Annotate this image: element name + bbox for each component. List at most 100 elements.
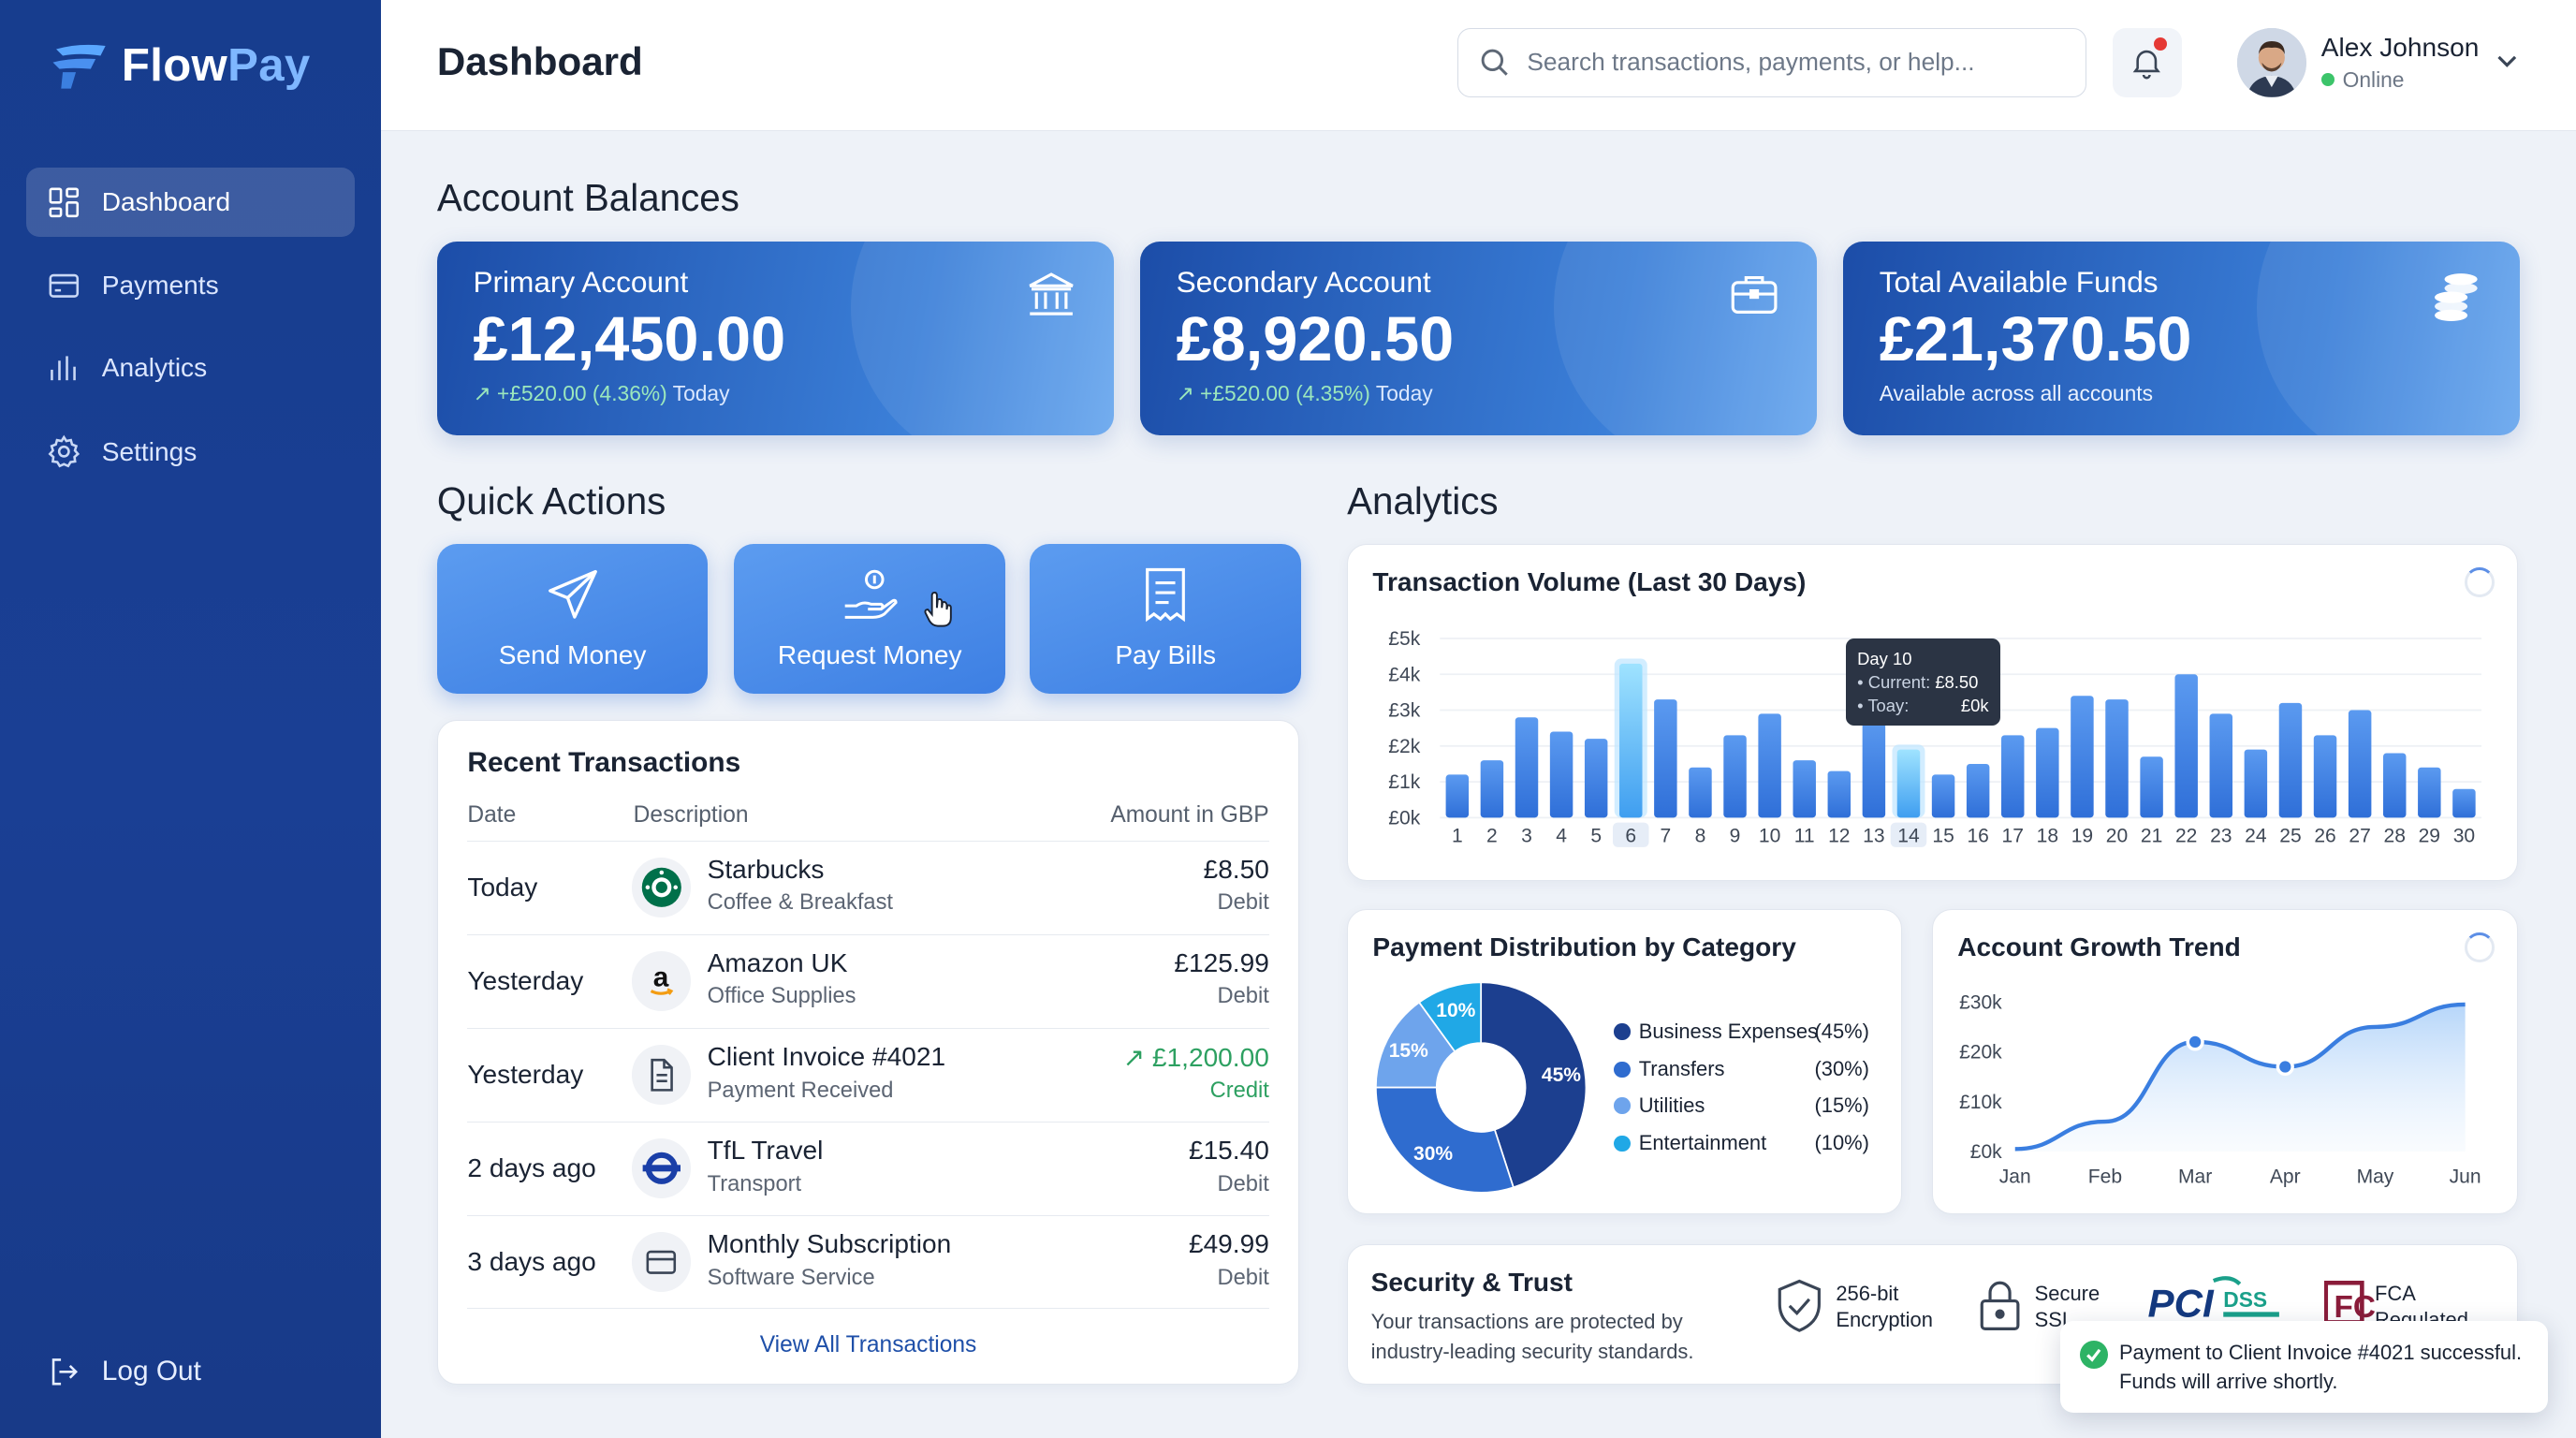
transaction-volume-chart: £0k£1k£2k£3k£4k£5k1 2 3 4 5 6 7 8 9 10 11 12 13 14 15 1… — [1388, 628, 2482, 847]
badge-line2: Regulated — [2374, 1308, 2468, 1324]
sidebar-item-payments[interactable]: Payments — [26, 252, 355, 321]
column-header-description: Description — [633, 802, 749, 829]
slice-label: 10% — [1436, 999, 1475, 1020]
card-amount: £8,920.50 — [1176, 304, 1455, 374]
row-amount: £8.50 — [1203, 854, 1269, 884]
pay-bills-button[interactable]: Pay Bills — [1030, 543, 1301, 694]
badge-line1: 256-bit — [1836, 1282, 1899, 1306]
briefcase-icon — [1731, 276, 1778, 315]
success-toast[interactable]: Payment to Client Invoice #4021 successf… — [2059, 1321, 2548, 1414]
change-value: +£520.00 (4.36%) — [496, 381, 667, 406]
chevron-down-icon[interactable] — [2496, 50, 2519, 73]
bar — [2071, 696, 2094, 818]
badge-encryption: 256-bit Encryption — [1836, 1281, 1933, 1333]
document-icon — [631, 1045, 692, 1105]
search-input[interactable]: Search transactions, payments, or help..… — [1456, 27, 2086, 97]
table-row[interactable]: 2 days ago TfL Travel Transport £15.40 D… — [467, 1121, 1269, 1215]
table-row[interactable]: 3 days ago Monthly Subscription Software… — [467, 1214, 1269, 1309]
x-tick-label: 14 — [1897, 826, 1920, 847]
legend-swatch — [1614, 1023, 1631, 1040]
user-name[interactable]: Alex Johnson — [2320, 33, 2480, 63]
sidebar-item-label: Payments — [101, 271, 219, 301]
user-status: Online — [2320, 67, 2405, 93]
bar — [2348, 710, 2372, 818]
x-tick-highlight — [1890, 822, 1927, 847]
change-value: +£520.00 (4.35%) — [1200, 381, 1370, 406]
button-label: Pay Bills — [1115, 640, 1216, 670]
x-tick-label: 2 — [1486, 826, 1498, 847]
loading-spinner-icon — [2465, 932, 2495, 962]
tooltip-current-label: Current: — [1867, 672, 1931, 692]
bar — [2036, 727, 2059, 818]
card-decoration — [851, 241, 1114, 436]
legend-pct: (45%) — [1814, 1020, 1869, 1044]
brand-name: FlowPay — [122, 39, 311, 92]
y-tick-label: £1k — [1388, 771, 1420, 793]
slice-label: 30% — [1413, 1142, 1453, 1164]
row-date: Yesterday — [467, 966, 584, 996]
x-tick-label: 18 — [2037, 826, 2058, 847]
x-tick-label: 13 — [1863, 826, 1884, 847]
legend-item: Transfers — [1614, 1057, 1724, 1081]
notifications-button[interactable] — [2112, 27, 2182, 97]
page-title: Dashboard — [436, 39, 643, 84]
x-tick-label: Feb — [2088, 1166, 2122, 1187]
avatar[interactable] — [2237, 27, 2306, 97]
table-row[interactable]: Yesterday Client Invoice #4021 Payment R… — [467, 1027, 1269, 1122]
x-tick-label: 11 — [1794, 826, 1815, 847]
y-tick-label: £5k — [1388, 628, 1420, 650]
sidebar-item-settings[interactable]: Settings — [26, 418, 355, 487]
online-dot — [2320, 73, 2334, 87]
x-tick-label: May — [2356, 1166, 2393, 1187]
sidebar-item-dashboard[interactable]: Dashboard — [26, 168, 356, 237]
row-type: Debit — [1217, 890, 1269, 916]
x-tick-label: 24 — [2245, 826, 2267, 847]
x-tick-label: Jun — [2450, 1166, 2481, 1187]
row-amount: £49.99 — [1188, 1228, 1269, 1258]
x-tick-label: 6 — [1626, 826, 1637, 847]
primary-account-card[interactable]: Primary Account £12,450.00 ↗ +£520.00 (4… — [436, 241, 1114, 436]
secondary-account-card[interactable]: Secondary Account £8,920.50 ↗ +£520.00 (… — [1139, 241, 1818, 436]
card-label: Primary Account — [473, 264, 689, 299]
loading-spinner-icon — [2465, 567, 2495, 598]
bar — [2244, 749, 2268, 818]
app-logo[interactable]: FlowPay — [50, 39, 311, 92]
card-label: Secondary Account — [1176, 264, 1431, 299]
search-icon — [1481, 49, 1508, 76]
sidebar-item-analytics[interactable]: Analytics — [26, 333, 355, 403]
column-header-date: Date — [467, 802, 517, 829]
view-all-transactions-link[interactable]: View All Transactions — [759, 1331, 977, 1357]
total-funds-card[interactable]: Total Available Funds £21,370.50 Availab… — [1843, 241, 2521, 436]
send-money-button[interactable]: Send Money — [436, 543, 709, 694]
account-growth-card: Account Growth Trend £0k £10k £20k £30k Jan F… — [1931, 908, 2519, 1214]
tooltip-current-value: £8.50 — [1935, 672, 1979, 692]
logout-button[interactable]: Log Out — [46, 1354, 201, 1390]
button-label: Send Money — [498, 640, 647, 670]
logout-label: Log Out — [101, 1356, 201, 1387]
card-decoration — [1554, 241, 1818, 436]
request-money-button[interactable]: Request Money — [734, 543, 1006, 694]
bar — [2140, 756, 2163, 818]
payment-distribution-card: Payment Distribution by Category 45% 30% 1… — [1347, 908, 1903, 1214]
pci-dss-logo: PCI DSS — [2148, 1276, 2280, 1326]
notification-badge — [2153, 37, 2167, 51]
y-tick-label: £3k — [1388, 699, 1420, 721]
y-tick-label: £20k — [1959, 1041, 2002, 1063]
x-tick-label: 21 — [2141, 826, 2162, 847]
transactions-title: Recent Transactions — [467, 746, 741, 778]
quick-actions-title: Quick Actions — [436, 479, 666, 523]
legend-swatch — [1614, 1061, 1631, 1078]
x-tick-label: 23 — [2210, 826, 2232, 847]
row-merchant: Client Invoice #4021 — [707, 1041, 946, 1071]
chart-title: Transaction Volume (Last 30 Days) — [1372, 567, 1807, 597]
tfl-logo — [631, 1138, 692, 1198]
table-row[interactable]: Yesterday a Amazon UK Office Supplies £1… — [467, 933, 1269, 1028]
slice-label: 15% — [1389, 1040, 1428, 1062]
table-row[interactable]: Today Starbucks Coffee & Breakfast £8.50… — [467, 840, 1269, 934]
chart-title: Account Growth Trend — [1957, 932, 2241, 962]
receipt-icon — [1146, 568, 1186, 623]
x-tick-label: 10 — [1759, 826, 1780, 847]
row-merchant: Starbucks — [707, 854, 825, 884]
x-tick-label: 1 — [1452, 826, 1463, 847]
slice-label: 45% — [1542, 1064, 1581, 1085]
